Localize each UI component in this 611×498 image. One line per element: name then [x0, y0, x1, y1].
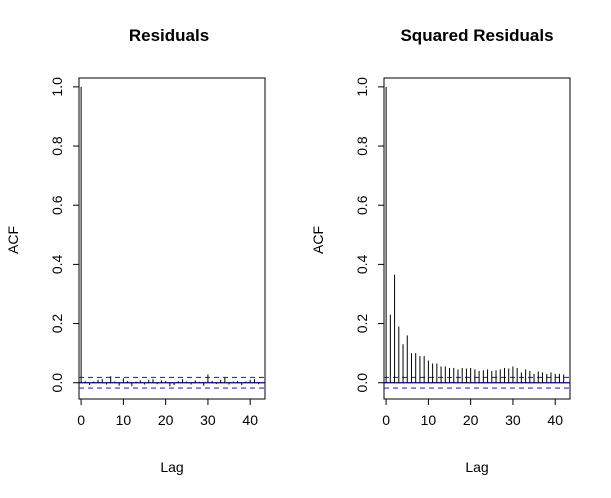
squared-residuals-y-tick-label: 1.0 [354, 77, 370, 97]
residuals-y-tick-label: 0.6 [49, 195, 65, 215]
residuals-title: Residuals [129, 26, 209, 45]
squared-residuals-y-tick-label: 0.0 [354, 373, 370, 393]
squared-residuals-x-tick-label: 40 [547, 412, 563, 428]
squared-residuals-y-tick-label: 0.4 [354, 254, 370, 274]
residuals-x-tick-label: 0 [77, 412, 85, 428]
residuals-plot-frame [78, 77, 266, 400]
residuals-y-tick-label: 0.0 [49, 373, 65, 393]
squared-residuals-title: Squared Residuals [400, 26, 553, 45]
squared-residuals-x-axis: 0 10 20 30 40 [382, 399, 563, 428]
residuals-x-axis-label: Lag [160, 459, 183, 475]
residuals-confidence-bands [79, 376, 265, 389]
residuals-x-axis: 0 10 20 30 40 [77, 399, 258, 428]
residuals-panel: Residuals 0 10 20 30 40 0.0 0.2 0.4 0.6 0.8 1.0 L… [5, 26, 266, 475]
residuals-x-tick-label: 40 [242, 412, 258, 428]
squared-residuals-x-tick-label: 10 [421, 412, 437, 428]
residuals-y-tick-label: 0.4 [49, 254, 65, 274]
residuals-x-tick-label: 30 [200, 412, 216, 428]
squared-residuals-y-tick-label: 0.6 [354, 195, 370, 215]
squared-residuals-panel: Squared Residuals 0 10 20 30 40 0.0 0.2 0.4 0.6… [310, 26, 571, 475]
residuals-x-tick-label: 10 [116, 412, 132, 428]
residuals-y-axis: 0.0 0.2 0.4 0.6 0.8 1.0 [49, 77, 79, 393]
squared-residuals-x-tick-label: 20 [463, 412, 479, 428]
residuals-y-tick-label: 1.0 [49, 77, 65, 97]
squared-residuals-plot-frame [383, 77, 571, 400]
squared-residuals-y-axis: 0.0 0.2 0.4 0.6 0.8 1.0 [354, 77, 384, 393]
squared-residuals-x-tick-label: 0 [382, 412, 390, 428]
squared-residuals-confidence-bands [384, 376, 570, 389]
residuals-y-axis-label: ACF [5, 226, 21, 254]
residuals-y-tick-label: 0.2 [49, 314, 65, 334]
squared-residuals-y-tick-label: 0.8 [354, 136, 370, 156]
residuals-acf-spikes [80, 86, 260, 387]
squared-residuals-x-axis-label: Lag [465, 459, 488, 475]
squared-residuals-y-tick-label: 0.2 [354, 314, 370, 334]
squared-residuals-x-tick-label: 30 [505, 412, 521, 428]
squared-residuals-acf-spikes [385, 86, 565, 383]
residuals-x-tick-label: 20 [158, 412, 174, 428]
residuals-y-tick-label: 0.8 [49, 136, 65, 156]
squared-residuals-y-axis-label: ACF [310, 226, 326, 254]
